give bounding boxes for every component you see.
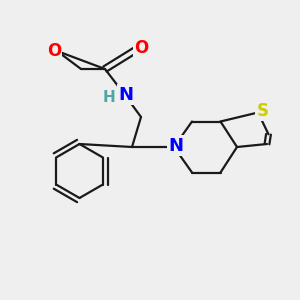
Text: N: N [168, 136, 183, 154]
Text: O: O [134, 39, 148, 57]
Text: H: H [103, 90, 115, 105]
Text: N: N [118, 85, 134, 103]
Text: S: S [256, 102, 268, 120]
Text: O: O [47, 42, 61, 60]
